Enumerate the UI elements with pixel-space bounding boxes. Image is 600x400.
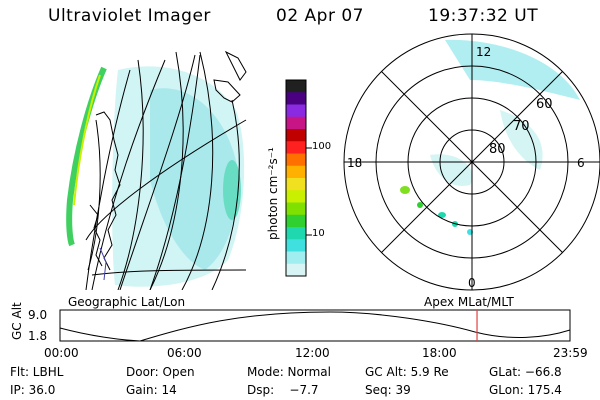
timeline-x-tick-0: 00:00	[44, 346, 79, 360]
colorbar-segment	[286, 129, 306, 142]
limb-arc-bright	[73, 74, 101, 206]
colorbar-tick-10: 10	[312, 228, 325, 239]
coastline	[213, 79, 241, 103]
colorbar-segment	[286, 104, 306, 118]
colorbar-segment	[286, 153, 306, 167]
longitude-line	[91, 59, 166, 290]
status-dsp: Dsp: −7.7	[247, 383, 319, 397]
colorbar-segment	[286, 227, 306, 240]
status-glon: GLon: 175.4	[489, 383, 562, 397]
colorbar-segment	[286, 116, 306, 130]
timeline-x-tick-1: 06:00	[167, 346, 202, 360]
timeline-x-tick-4: 23:59	[553, 346, 588, 360]
mlt-18: 18	[347, 156, 363, 170]
colorbar-segment	[286, 178, 306, 191]
mlat-70: 70	[513, 119, 530, 134]
timeline-y-tick-max: 9.0	[28, 308, 48, 322]
polar-diagonal	[381, 71, 563, 253]
status-glat: GLat: −66.8	[489, 365, 562, 379]
latitude-arc	[181, 51, 214, 290]
status-mode: Mode: Normal	[247, 365, 331, 379]
latitude-arc	[87, 119, 101, 271]
status-door: Door: Open	[126, 365, 195, 379]
coastline	[224, 50, 247, 81]
colorbar-segment	[286, 80, 306, 93]
coastline-blue	[99, 247, 107, 281]
colorbar-segment	[286, 263, 306, 277]
timeline-x-tick-2: 12:00	[295, 346, 330, 360]
instrument-title: Ultraviolet Imager	[48, 6, 211, 26]
latitude-arc	[149, 51, 184, 290]
latitude-arc	[91, 269, 247, 276]
latitude-arc	[85, 119, 247, 241]
coastline	[95, 111, 121, 271]
polar-aurora	[500, 110, 543, 170]
polar-spot	[438, 212, 446, 218]
colorbar-segment	[286, 92, 306, 105]
status-ip: IP: 36.0	[10, 383, 56, 397]
status-gain: Gain: 14	[126, 383, 177, 397]
mlt-6: 6	[577, 156, 585, 170]
right-panel-label: Apex MLat/MLT	[424, 295, 514, 309]
colorbar-segment	[286, 202, 306, 216]
latitude-arc	[211, 99, 240, 290]
status-filter: Flt: LBHL	[10, 365, 64, 379]
status-gc-alt: GC Alt: 5.9 Re	[365, 365, 449, 379]
colorbar-segment	[286, 214, 306, 228]
date-label: 02 Apr 07	[276, 6, 364, 26]
mlat-80: 80	[489, 142, 506, 157]
colorbar-segment	[286, 251, 306, 265]
left-panel-label: Geographic Lat/Lon	[68, 295, 186, 309]
colorbar-segment	[286, 239, 306, 252]
status-seq: Seq: 39	[365, 383, 411, 397]
longitude-line	[119, 54, 196, 290]
timeline-frame	[59, 309, 571, 342]
polar-spot	[400, 186, 410, 194]
colorbar-tick-100: 100	[312, 141, 332, 152]
latitude-arc	[117, 59, 144, 290]
colorbar-segment	[286, 141, 306, 154]
timeline-x-tick-3: 18:00	[422, 346, 457, 360]
polar-spot	[417, 202, 423, 208]
coastline	[89, 204, 103, 267]
mlt-12: 12	[476, 45, 492, 59]
colorbar-frame	[285, 79, 307, 277]
colorbar-segment	[286, 190, 306, 203]
timeline-y-tick-min: 1.8	[28, 329, 48, 343]
mlat-60: 60	[536, 97, 553, 112]
mlt-0: 0	[468, 276, 476, 290]
altitude-curve	[59, 311, 571, 342]
aurora-core	[150, 88, 239, 270]
colorbar-segment	[286, 165, 306, 179]
time-label: 19:37:32 UT	[428, 6, 539, 26]
polar-aurora	[445, 39, 580, 100]
